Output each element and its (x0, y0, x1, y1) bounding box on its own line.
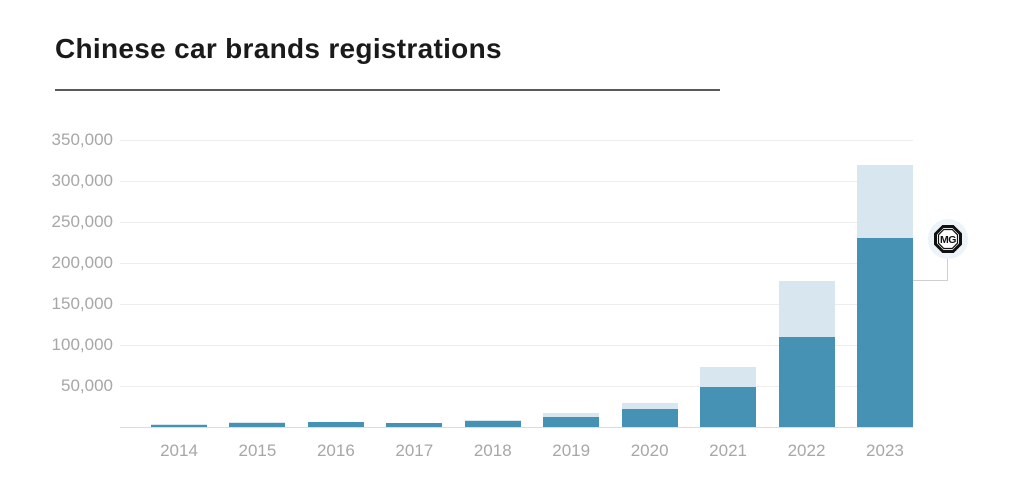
x-axis-label-2018: 2018 (473, 441, 512, 460)
mg-badge-text: MG (940, 234, 956, 246)
bar-segment-other-2019 (543, 413, 600, 418)
bar-segment-mg-2023 (856, 238, 913, 427)
y-axis-tick-label: 100,000 (51, 335, 113, 354)
bar-segment-mg-2021 (700, 386, 757, 427)
title-underline (55, 89, 720, 91)
gridline (120, 385, 913, 387)
bar-segment-mg-2015 (229, 422, 286, 427)
x-axis-label-2020: 2020 (630, 441, 669, 460)
bar-segment-other-2022 (778, 281, 835, 337)
bar-segment-other-2023 (856, 164, 913, 239)
x-axis-label-2017: 2017 (395, 441, 434, 460)
y-axis-tick-label: 350,000 (51, 130, 113, 149)
y-axis-tick-label: 50,000 (61, 376, 113, 395)
mg-badge: MG (928, 219, 968, 259)
bar-segment-mg-2017 (386, 423, 443, 427)
y-axis-tick-label: 150,000 (51, 294, 113, 313)
bar-segment-other-2021 (700, 367, 757, 387)
gridline (120, 344, 913, 346)
x-axis-label-2023: 2023 (866, 441, 904, 460)
gridline (120, 180, 913, 182)
x-axis-label-2014: 2014 (160, 441, 198, 460)
mg-logo-icon: MG (934, 225, 962, 253)
bar-segment-other-2018 (464, 420, 521, 422)
x-axis-label-2016: 2016 (316, 441, 355, 460)
bar-segment-mg-2014 (151, 424, 207, 427)
chart-title: Chinese car brands registrations (55, 33, 502, 64)
gridline (120, 303, 913, 305)
x-axis-label-2015: 2015 (238, 441, 277, 460)
y-axis-tick-label: 200,000 (51, 253, 113, 272)
bar-segment-mg-2019 (543, 417, 600, 427)
gridline (120, 139, 913, 141)
y-axis-tick-label: 250,000 (51, 212, 113, 231)
bar-segment-other-2020 (621, 402, 678, 409)
x-axis-line (120, 426, 913, 428)
annotation-connector (913, 280, 948, 281)
gridline (120, 221, 913, 223)
bar-segment-mg-2016 (307, 422, 364, 427)
x-axis-label-2019: 2019 (552, 441, 591, 460)
bar-segment-mg-2018 (464, 421, 521, 427)
x-axis-label-2022: 2022 (787, 441, 826, 460)
y-axis-tick-label: 300,000 (51, 171, 113, 190)
bar-segment-mg-2020 (621, 408, 678, 427)
gridline (120, 262, 913, 264)
x-axis-label-2021: 2021 (709, 441, 747, 460)
bar-segment-mg-2022 (778, 336, 835, 427)
annotation-connector (947, 259, 948, 280)
